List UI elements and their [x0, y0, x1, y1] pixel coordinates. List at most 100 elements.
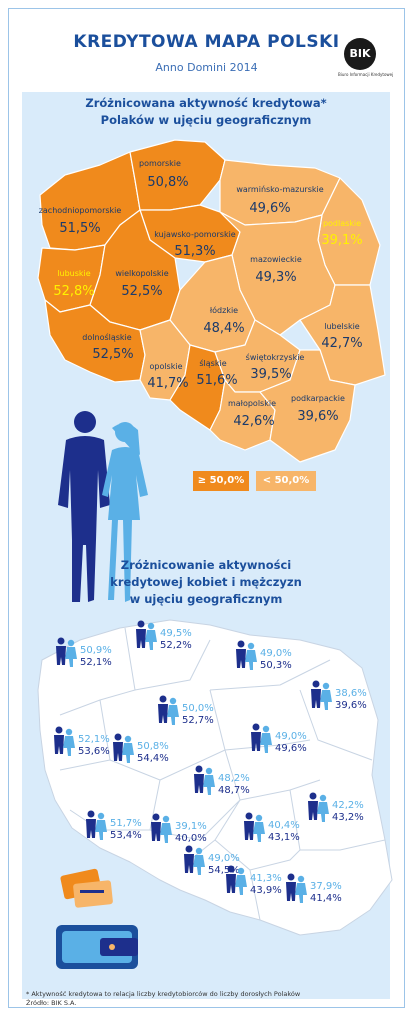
couple-illustration [58, 411, 148, 602]
value-lubuskie: 52,8% [53, 284, 94, 299]
woman-icon [317, 794, 329, 822]
woman-icon [245, 642, 257, 670]
gender-group: 50,9%52,1% [56, 637, 112, 668]
man-icon [311, 680, 321, 708]
man-icon [113, 733, 123, 761]
section2-heading-line3: w ujęciu geograficznym [129, 592, 283, 606]
page-subtitle: Anno Domini 2014 [155, 61, 258, 74]
gender-group: 50,0%52,7% [158, 695, 214, 726]
gender-group: 39,1%40,0% [151, 813, 207, 844]
section1-heading: Zróżnicowana aktywność kredytowa* Polakó… [22, 95, 390, 129]
woman-silhouette [102, 422, 148, 602]
section1-heading-line2: Polaków w ujęciu geograficznym [100, 113, 312, 127]
gender-group: 42,2%43,2% [308, 792, 364, 823]
value-wielkopolskie: 52,5% [121, 284, 162, 299]
value-mazowieckie: 49,3% [255, 270, 296, 285]
man-icon [158, 695, 168, 723]
man-icon [308, 792, 318, 820]
value-malopolskie: 42,6% [233, 414, 274, 429]
footnote-source: Źródło: BIK S.A. [26, 999, 77, 1007]
man-icon [136, 620, 146, 648]
label-mazowieckie: mazowieckie [250, 255, 302, 264]
man-icon [244, 812, 254, 840]
man-icon [184, 845, 194, 873]
region-podkarpackie [259, 349, 356, 463]
women-value: 49,0% [260, 648, 292, 659]
women-value: 41,3% [250, 873, 282, 884]
women-value: 37,9% [310, 881, 342, 892]
woman-icon [203, 767, 215, 795]
gender-group: 49,5%52,2% [136, 620, 192, 651]
gender-group: 37,9%41,4% [286, 873, 342, 904]
men-value: 53,4% [110, 830, 142, 841]
men-value: 52,7% [182, 715, 214, 726]
section2-heading-line2: kredytowej kobiet i mężczyzn [110, 575, 302, 589]
logo-tagline: Biuro Informacji Kredytowej [338, 72, 394, 77]
men-value: 53,6% [78, 746, 110, 757]
label-lubelskie: lubelskie [324, 322, 360, 331]
label-podlaskie: podlaskie [323, 219, 361, 228]
woman-icon [122, 735, 134, 763]
label-lodzkie: łódzkie [210, 305, 238, 315]
gender-group: 40,4%43,1% [244, 812, 300, 843]
woman-icon [145, 622, 157, 650]
man-icon [194, 765, 204, 793]
label-podkarpackie: podkarpackie [291, 394, 345, 403]
logo-mark: BIK [344, 38, 376, 70]
legend-high: ≥ 50,0% [193, 471, 249, 491]
section2-heading: Zróżnicowanie aktywności kredytowej kobi… [22, 557, 390, 608]
man-icon [226, 865, 236, 893]
value-dolnoslaskie: 52,5% [92, 347, 133, 362]
label-pomorskie: pomorskie [139, 159, 181, 168]
gender-group: 48,2%48,7% [194, 765, 250, 796]
women-value: 50,9% [80, 645, 112, 656]
label-swietokrzyskie: świętokrzyskie [246, 352, 305, 362]
value-pomorskie: 50,8% [147, 175, 188, 190]
men-value: 39,6% [335, 700, 367, 711]
value-kujawsko-pomorskie: 51,3% [174, 244, 215, 259]
label-warminsko-mazurskie: warmińsko-mazurskie [236, 185, 323, 194]
man-silhouette [58, 411, 110, 602]
woman-icon [295, 875, 307, 903]
legend-low: < 50,0% [256, 471, 316, 491]
men-value: 50,3% [260, 660, 292, 671]
men-value: 48,7% [218, 785, 250, 796]
section1-heading-line1: Zróżnicowana aktywność kredytowa* [85, 96, 327, 110]
men-value: 43,9% [250, 885, 282, 896]
gender-group: 49,0%50,3% [236, 640, 292, 671]
value-zachodniopomorskie: 51,5% [59, 221, 100, 236]
women-value: 48,2% [218, 773, 250, 784]
value-swietokrzyskie: 39,5% [250, 367, 291, 382]
footnote: * Aktywność kredytowa to relacja liczby … [26, 990, 396, 1008]
value-podkarpackie: 39,6% [297, 409, 338, 424]
women-value: 49,0% [208, 853, 240, 864]
gender-groups: 49,5%52,2%50,9%52,1%49,0%50,3%38,6%39,6%… [54, 620, 367, 904]
man-icon [56, 637, 66, 665]
label-slaskie: śląskie [199, 358, 226, 368]
women-value: 50,0% [182, 703, 214, 714]
woman-icon [65, 639, 77, 667]
men-value: 52,2% [160, 640, 192, 651]
men-value: 54,4% [137, 753, 169, 764]
label-opolskie: opolskie [149, 362, 182, 371]
women-value: 51,7% [110, 818, 142, 829]
women-value: 40,4% [268, 820, 300, 831]
value-lodzkie: 48,4% [203, 321, 244, 336]
woman-icon [167, 697, 179, 725]
section2-heading-line1: Zróżnicowanie aktywności [120, 558, 292, 572]
woman-icon [160, 815, 172, 843]
region-malopolskie [209, 379, 276, 451]
value-opolskie: 41,7% [147, 376, 188, 391]
value-warminsko-mazurskie: 49,6% [249, 201, 290, 216]
gender-group: 51,7%53,4% [86, 810, 142, 841]
men-value: 43,2% [332, 812, 364, 823]
women-value: 49,5% [160, 628, 192, 639]
man-icon [151, 813, 161, 841]
credit-cards-icon [60, 868, 113, 908]
woman-icon [193, 847, 205, 875]
man-icon [236, 640, 246, 668]
gender-group: 38,6%39,6% [311, 680, 367, 711]
label-wielkopolskie: wielkopolskie [115, 269, 168, 278]
